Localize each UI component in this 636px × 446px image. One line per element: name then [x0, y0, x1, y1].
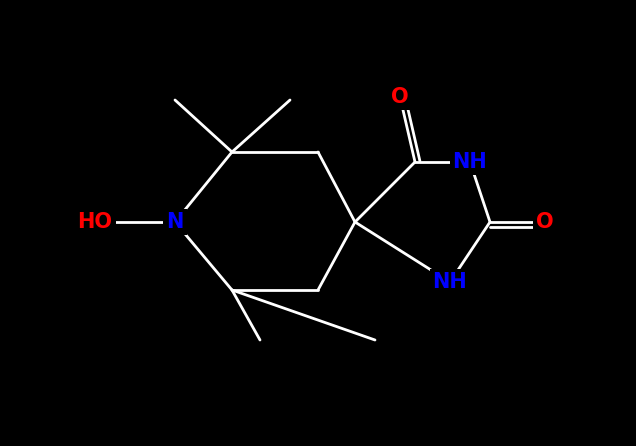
Text: HO: HO	[78, 212, 113, 232]
Text: N: N	[166, 212, 184, 232]
Text: O: O	[391, 87, 409, 107]
Text: O: O	[536, 212, 554, 232]
Text: NH: NH	[432, 272, 467, 292]
Text: NH: NH	[453, 152, 487, 172]
